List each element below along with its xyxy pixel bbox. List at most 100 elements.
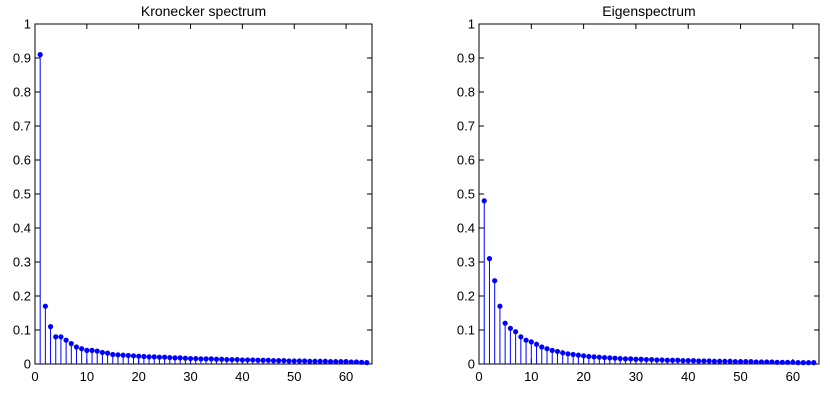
y-tick-label: 0.6	[457, 153, 475, 168]
stem-marker	[743, 359, 749, 365]
stem-marker	[63, 337, 69, 343]
chart-title: Eigenspectrum	[602, 3, 695, 19]
stem-marker	[481, 198, 487, 204]
stem-marker	[312, 358, 318, 364]
stem-marker	[565, 351, 571, 357]
y-tick-label: 0.5	[457, 187, 475, 202]
stem-marker	[187, 355, 194, 362]
stem-marker	[502, 320, 508, 326]
stem-marker	[364, 360, 370, 366]
x-tick-label: 30	[183, 369, 197, 384]
stem-marker	[213, 356, 220, 362]
stem-marker	[182, 355, 188, 361]
stem-marker	[53, 334, 59, 340]
stem-marker	[58, 334, 64, 340]
x-tick-label: 20	[576, 369, 590, 384]
stem-marker	[125, 352, 131, 359]
stem-marker	[758, 359, 765, 365]
x-tick-label: 40	[681, 369, 695, 384]
stem-marker	[47, 324, 54, 330]
x-tick-label: 60	[786, 369, 800, 384]
stem-marker	[785, 359, 791, 365]
stem-marker	[591, 354, 597, 360]
stem-marker	[711, 358, 717, 364]
x-tick-label: 10	[524, 369, 538, 384]
stem-marker	[811, 360, 817, 366]
y-tick-label: 0.1	[13, 323, 31, 338]
stem-marker	[492, 278, 498, 284]
x-tick-label: 50	[287, 369, 301, 384]
y-tick-label: 0.9	[457, 51, 475, 66]
stem-marker	[612, 355, 618, 361]
stem-marker	[89, 347, 95, 353]
y-tick-label: 0.7	[457, 119, 475, 134]
stem-marker	[685, 358, 691, 364]
stem-marker	[554, 348, 561, 355]
stem-marker	[286, 358, 292, 364]
stem-marker	[753, 359, 759, 365]
y-tick-label: 0.6	[13, 153, 31, 168]
stem-marker	[539, 344, 545, 350]
stem-marker	[333, 359, 339, 365]
stem-marker	[162, 354, 168, 360]
stem-marker	[120, 352, 126, 358]
stem-marker	[338, 359, 344, 365]
stem-marker	[769, 359, 775, 365]
stem-marker	[359, 359, 365, 365]
stem-marker	[790, 359, 796, 365]
stem-marker	[633, 356, 639, 362]
stem-marker	[260, 357, 266, 363]
stem-marker	[193, 355, 199, 362]
x-tick-label: 30	[629, 369, 643, 384]
stem-marker	[146, 354, 152, 360]
stem-marker	[270, 358, 277, 364]
stem-marker	[696, 358, 702, 364]
x-tick-label: 60	[339, 369, 353, 384]
stem-marker	[617, 355, 623, 362]
stem-marker	[560, 350, 566, 356]
stem-marker	[353, 359, 360, 365]
stem-marker	[680, 358, 686, 364]
stem-marker	[281, 358, 287, 364]
stem-marker	[327, 359, 334, 365]
y-tick-label: 0.7	[13, 119, 31, 134]
stem-marker	[167, 354, 173, 361]
stem-marker	[518, 334, 524, 340]
stem-marker	[79, 346, 85, 352]
stem-marker	[84, 347, 90, 353]
stem-marker	[203, 356, 209, 362]
axes-box	[34, 23, 373, 365]
stem-marker	[701, 358, 707, 364]
stem-marker	[732, 359, 738, 365]
stem-marker	[764, 359, 770, 365]
stem-marker	[224, 356, 230, 363]
stem-marker	[706, 358, 712, 364]
stem-marker	[607, 355, 613, 361]
x-tick-label: 20	[131, 369, 145, 384]
stem-marker	[669, 357, 676, 363]
stem-marker	[276, 358, 282, 364]
stem-marker	[343, 359, 349, 365]
stem-marker	[779, 359, 785, 365]
y-tick-label: 0.3	[13, 255, 31, 270]
stem-marker	[250, 357, 256, 363]
stem-marker	[748, 359, 754, 365]
x-tick-label: 0	[31, 369, 38, 384]
stem-marker	[533, 341, 540, 347]
stem-marker	[722, 358, 728, 364]
stem-marker	[800, 360, 806, 366]
stem-marker	[219, 356, 225, 362]
stem-marker	[575, 352, 581, 358]
stem-marker	[37, 52, 43, 58]
stem-marker	[177, 355, 183, 361]
stem-marker	[654, 357, 660, 363]
stem-marker	[99, 349, 105, 356]
stem-marker	[523, 337, 529, 343]
stem-marker	[675, 357, 681, 363]
y-tick-label: 0	[468, 357, 475, 372]
y-tick-label: 0.4	[13, 221, 31, 236]
stem-marker	[156, 354, 163, 360]
stem-marker	[737, 359, 744, 365]
stem-marker	[581, 353, 587, 359]
stem-marker	[528, 339, 534, 345]
